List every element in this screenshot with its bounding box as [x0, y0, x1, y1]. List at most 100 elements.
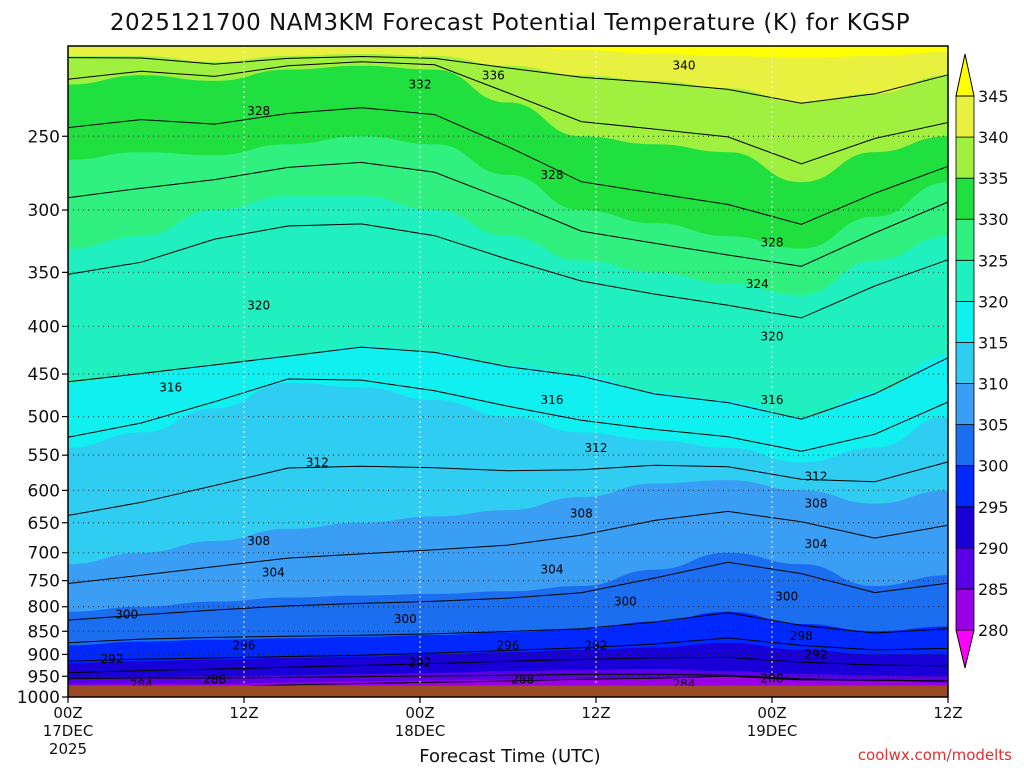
contour-label: 300: [394, 612, 417, 626]
contour-label: 340: [673, 59, 696, 73]
contour-label: 328: [247, 104, 270, 118]
y-tick-label: 750: [28, 572, 60, 592]
x-tick-label: 00Z: [53, 704, 82, 722]
contour-label: 332: [409, 78, 432, 92]
y-axis: 250 300 350 400 450 500 550 600 650 700 750 800 850 9…: [17, 127, 68, 708]
x-tick-label: 12Z: [581, 704, 610, 722]
contour-label: 288: [761, 671, 784, 685]
contour-label: 298: [790, 629, 813, 643]
y-tick-label: 850: [28, 622, 60, 642]
colorbar-swatch-315: [955, 300, 975, 343]
y-tick-label: 950: [28, 667, 60, 687]
contour-line-336: [67, 61, 949, 165]
colorbar-swatch-285: [955, 547, 975, 590]
y-tick-label: 300: [28, 201, 60, 221]
y-tick-label: 350: [28, 263, 60, 283]
contour-label: 292: [805, 647, 828, 661]
contour-label: 308: [570, 506, 593, 520]
colorbar-over-triangle: [955, 53, 975, 97]
y-tick-label: 650: [28, 514, 60, 534]
x-axis-label: Forecast Time (UTC): [419, 746, 600, 767]
bands-layer: [68, 46, 948, 697]
x-tick-label: 12Z: [933, 704, 962, 722]
colorbar-label: 285: [978, 580, 1009, 599]
contour-label: 300: [614, 595, 637, 609]
x-tick-label: 12Z: [229, 704, 258, 722]
colorbar-swatch-325: [955, 218, 975, 261]
colorbar-swatch-300: [955, 424, 975, 467]
contour-label: 288: [203, 673, 226, 687]
contour-label: 308: [247, 534, 270, 548]
x-tick-date: 18DEC: [395, 722, 446, 740]
colorbar-label: 315: [978, 333, 1009, 352]
colorbar-label: 300: [978, 457, 1009, 476]
contour-label: 308: [805, 497, 828, 511]
colorbar-swatch-305: [955, 383, 975, 426]
grid-layer: [68, 46, 948, 697]
contour-line-288: [67, 673, 949, 682]
y-tick-label: 600: [28, 481, 60, 501]
contour-label: 320: [247, 299, 270, 313]
contour-label: 312: [306, 455, 329, 469]
colorbar-label: 340: [978, 128, 1009, 147]
contour-label: 292: [585, 638, 608, 652]
chart-title: 2025121700 NAM3KM Forecast Potential Tem…: [110, 10, 910, 36]
colorbar-label: 280: [978, 621, 1009, 640]
colorbar-label: 295: [978, 498, 1009, 517]
contour-line-308: [67, 510, 949, 584]
colorbar-swatch-310: [955, 342, 975, 384]
contour-label: 328: [761, 235, 784, 249]
contour-label: 296: [233, 638, 256, 652]
colorbar-label: 305: [978, 416, 1009, 435]
colorbar-under-triangle: [955, 629, 975, 669]
contour-line-316: [67, 378, 949, 452]
y-tick-label: 900: [28, 645, 60, 665]
contour-label: 304: [541, 563, 564, 577]
contour-line-312: [67, 461, 949, 516]
colorbar-swatch-320: [955, 259, 975, 302]
contour-label: 304: [262, 565, 285, 579]
y-tick-label: 550: [28, 446, 60, 466]
ground-fill: [68, 685, 948, 697]
x-tick-date: 17DEC: [43, 722, 94, 740]
colorbar-label: 330: [978, 210, 1009, 229]
contour-label: 316: [541, 393, 564, 407]
contour-line-328: [67, 161, 949, 267]
contour-line-332: [67, 107, 949, 225]
y-tick-label: 700: [28, 544, 60, 564]
contour-label: 316: [159, 380, 182, 394]
colorbar-swatch-340: [955, 95, 975, 138]
contour-label: 292: [101, 652, 124, 666]
contour-label: 312: [805, 470, 828, 484]
plot-frame: [67, 45, 949, 698]
x-tick-label: 00Z: [757, 704, 786, 722]
contour-label: 300: [115, 607, 138, 621]
colorbar-label: 320: [978, 292, 1009, 311]
contour-line-292: [67, 656, 949, 674]
colorbar-label: 325: [978, 251, 1009, 270]
colorbar-swatch-290: [955, 506, 975, 549]
colorbar-swatch-330: [955, 177, 975, 220]
contour-label: 324: [746, 277, 769, 291]
x-tick-date: 19DEC: [747, 722, 798, 740]
y-tick-label: 500: [28, 408, 60, 428]
contour-line-320: [67, 346, 949, 420]
credit-text: coolwx.com/modelts: [858, 746, 1012, 764]
contour-label: 312: [585, 441, 608, 455]
contour-line-340: [67, 55, 949, 104]
contour-label: 296: [497, 638, 520, 652]
colorbar-label: 290: [978, 539, 1009, 558]
x-tick-label: 00Z: [405, 704, 434, 722]
contours-layer: [67, 55, 949, 688]
contour-label: 328: [541, 168, 564, 182]
contour-label: 336: [482, 68, 505, 82]
colorbar-label: 335: [978, 169, 1009, 188]
colorbar-label: 345: [978, 87, 1009, 106]
colorbar-label: 310: [978, 375, 1009, 394]
colorbar-swatch-280: [955, 588, 975, 631]
contour-label: 300: [775, 590, 798, 604]
contour-label: 304: [805, 537, 828, 551]
y-tick-label: 450: [28, 365, 60, 385]
